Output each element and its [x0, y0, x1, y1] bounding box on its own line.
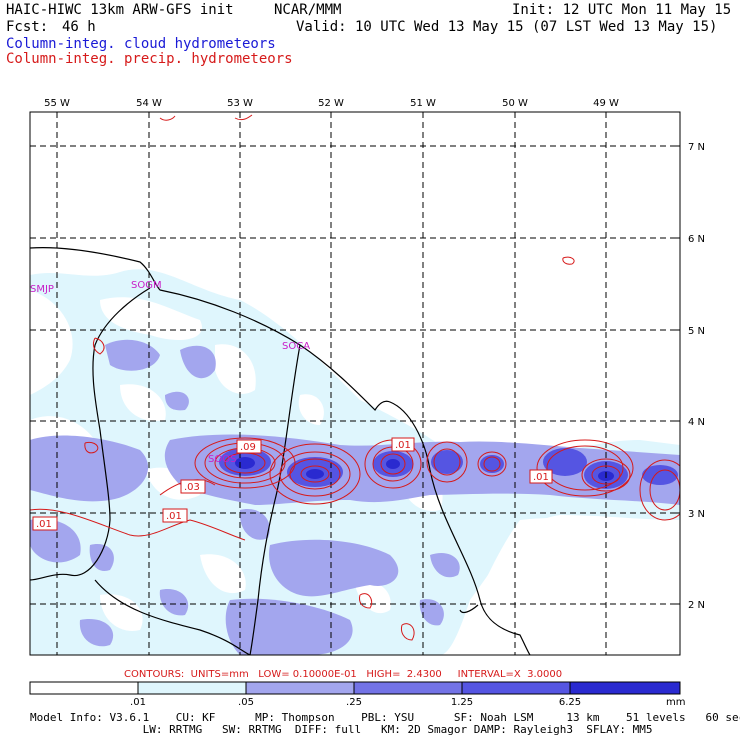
axis-ticks: [56, 112, 680, 605]
contour-label: .01: [533, 472, 549, 483]
station-label: SMJP: [30, 284, 54, 295]
colorbar-tick: 1.25: [451, 697, 473, 708]
map-frame: [29, 111, 681, 656]
forecast-label: Fcst:: [6, 19, 49, 35]
colorbar-tick: 6.25: [559, 697, 581, 708]
colorbar-bin: [138, 682, 246, 694]
model-info-line-1: Model Info: V3.6.1 CU: KF MP: Thompson P…: [30, 711, 740, 724]
model-info-line-2: LW: RRTMG SW: RRTMG DIFF: full KM: 2D Sm…: [30, 723, 653, 736]
colorbar-bin: [462, 682, 570, 694]
station-label: SOOS: [208, 454, 236, 465]
lon-label: 53 W: [227, 98, 253, 109]
coastline-layer: [30, 247, 531, 655]
colorbar: .01 .05 .25 1.25 6.25 mm: [29, 681, 685, 708]
lon-label: 51 W: [410, 98, 436, 109]
contour-label: .01: [395, 440, 411, 451]
cloud-fill-layer: [30, 269, 680, 655]
lat-label: 6 N: [688, 234, 705, 245]
lon-label: 54 W: [136, 98, 162, 109]
latitude-labels: 7 N 6 N 5 N 4 N 3 N 2 N: [688, 142, 705, 611]
contour-label: .01: [36, 519, 52, 530]
lat-label: 2 N: [688, 600, 705, 611]
init-time: Init: 12 UTC Mon 11 May 15: [512, 2, 732, 18]
precip-field-title: Column-integ. precip. hydrometeors: [6, 51, 293, 67]
forecast-hour: 46 h: [62, 19, 96, 35]
precip-contours: [30, 114, 680, 641]
contour-label: .01: [166, 511, 182, 522]
station-label: SOGM: [131, 280, 162, 291]
cloud-field-title: Column-integ. cloud hydrometeors: [6, 36, 276, 52]
colorbar-tick: .01: [130, 697, 146, 708]
colorbar-bin: [354, 682, 462, 694]
lat-label: 3 N: [688, 509, 705, 520]
station-labels: SMJP SOGM SOCA SOOS: [30, 280, 310, 465]
colorbar-units: mm: [666, 697, 685, 708]
colorbar-bin: [246, 682, 354, 694]
colorbar-bin: [570, 682, 680, 694]
valid-time: Valid: 10 UTC Wed 13 May 15 (07 LST Wed …: [296, 19, 718, 35]
colorbar-tick: .25: [346, 697, 362, 708]
product-title: HAIC-HIWC 13km ARW-GFS init: [6, 2, 234, 18]
contour-label: .03: [184, 482, 200, 493]
graticule: [30, 112, 680, 655]
longitude-labels: 55 W 54 W 53 W 52 W 51 W 50 W 49 W: [44, 98, 619, 109]
colorbar-bin: [30, 682, 138, 694]
contour-labels: .09 .03 .01 .01 .01 .01: [32, 437, 553, 531]
lat-label: 4 N: [688, 417, 705, 428]
contour-label: .09: [240, 442, 256, 453]
lat-label: 7 N: [688, 142, 705, 153]
lon-label: 49 W: [593, 98, 619, 109]
lon-label: 52 W: [318, 98, 344, 109]
lon-label: 50 W: [502, 98, 528, 109]
lat-label: 5 N: [688, 326, 705, 337]
contour-info: CONTOURS: UNITS=mm LOW= 0.10000E-01 HIGH…: [124, 669, 562, 680]
lon-label: 55 W: [44, 98, 70, 109]
station-label: SOCA: [282, 341, 310, 352]
organization-label: NCAR/MMM: [274, 2, 342, 18]
colorbar-tick: .05: [238, 697, 254, 708]
